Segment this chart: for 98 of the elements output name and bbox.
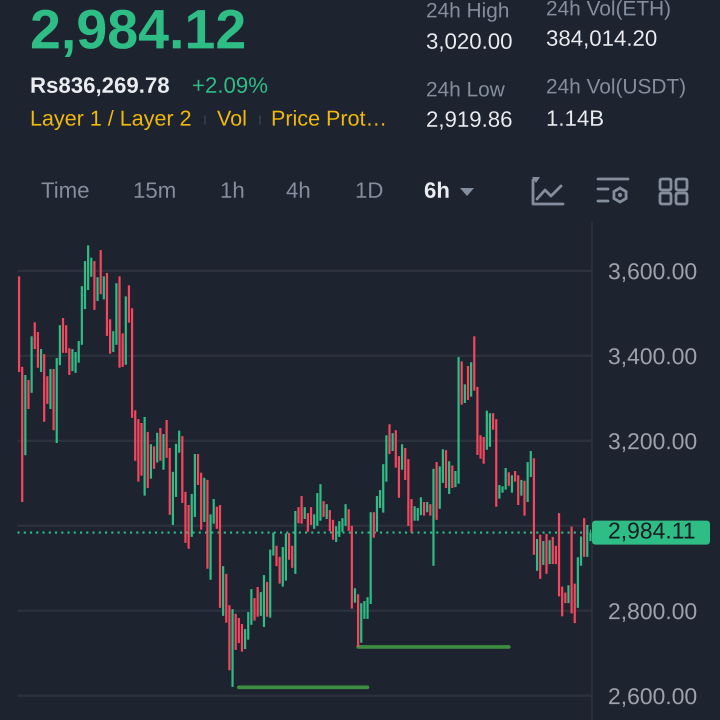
candlestick: [583, 518, 586, 557]
candlestick: [482, 437, 485, 464]
text: Vol: [217, 110, 246, 126]
chart-title: 2,984.12: [32, 10, 244, 57]
candlestick: [510, 475, 514, 493]
text: Time: [42, 182, 89, 198]
candlestick: [304, 507, 306, 520]
candlestick: [539, 534, 542, 579]
text: 24h Vol(ETH): [547, 0, 670, 20]
y-tick-label: 3,200.00: [608, 433, 696, 452]
candlestick: [27, 380, 30, 409]
candlestick: [466, 366, 470, 400]
candlestick: [388, 424, 391, 454]
candlestick: [504, 468, 507, 490]
text: 24h High: [427, 2, 508, 22]
candlestick: [124, 296, 127, 365]
candlestick: [71, 349, 74, 372]
candlestick: [422, 502, 426, 516]
candlestick: [43, 354, 46, 422]
candlestick: [152, 446, 156, 469]
candlestick: [436, 462, 438, 520]
candlestick: [52, 369, 55, 430]
text: Rs836,269.78: [31, 77, 169, 96]
text: 3,020.00: [426, 33, 512, 52]
candlestick: [429, 504, 432, 516]
candlestick: [118, 276, 121, 368]
candlestick: [470, 362, 472, 397]
candlestick: [488, 413, 492, 447]
candlestick: [486, 410, 488, 450]
candlestick: [231, 609, 234, 687]
candlestick: [426, 502, 428, 512]
text: 1D: [356, 182, 382, 198]
text: 384,014.20: [546, 30, 656, 49]
text: 1.14B: [548, 110, 603, 126]
candlestick: [300, 496, 303, 524]
candlestick: [444, 450, 448, 488]
candlestick: [586, 524, 588, 557]
candlestick: [460, 361, 463, 405]
candlestick: [62, 318, 64, 353]
candlestick: [234, 614, 237, 650]
candlestick: [548, 540, 551, 564]
candlestick: [266, 582, 268, 617]
candlestick: [156, 432, 158, 462]
candlestick: [24, 374, 26, 456]
candlestick: [203, 478, 206, 522]
candlestick: [357, 594, 360, 647]
candlestick: [102, 276, 105, 300]
candlestick: [552, 536, 554, 564]
candlestick: [96, 277, 99, 302]
text: 6h: [424, 182, 449, 198]
candlestick: [206, 480, 209, 569]
text: 4h: [286, 182, 310, 198]
candlestick: [464, 384, 466, 404]
candlestick: [144, 417, 146, 496]
candlestick: [150, 444, 152, 479]
candlestick: [400, 444, 404, 470]
candlestick: [146, 432, 149, 488]
text: Layer 1 / Layer 2: [32, 110, 190, 130]
text: 1h: [222, 182, 244, 198]
candlestick: [30, 336, 33, 393]
candlestick: [520, 480, 522, 496]
y-tick-label: 2,800.00: [609, 603, 696, 622]
candlestick: [93, 261, 96, 310]
candlestick: [222, 566, 224, 616]
candlestick: [256, 587, 259, 617]
candlestick: [457, 357, 460, 484]
candlestick: [517, 475, 520, 505]
y-tick-label: 3,600.00: [608, 263, 696, 282]
candlestick: [508, 472, 510, 486]
candlestick: [448, 461, 450, 494]
candlestick: [162, 434, 165, 470]
candlestick: [360, 603, 362, 643]
candlestick: [49, 369, 52, 409]
candlestick: [392, 433, 394, 452]
candlestick: [498, 485, 500, 499]
text: 24h Vol(USDT): [547, 78, 685, 98]
candlestick: [545, 534, 548, 574]
text: 2,919.86: [427, 111, 512, 130]
text: +2.09%: [193, 77, 268, 93]
candlestick: [322, 501, 325, 517]
candlestick: [40, 349, 42, 372]
candlestick: [218, 504, 222, 608]
candlestick: [451, 465, 454, 488]
candlestick: [536, 538, 538, 571]
y-tick-label: 3,400.00: [608, 348, 696, 368]
candlestick: [532, 458, 536, 555]
candlestick: [372, 512, 375, 538]
ref-line-label: 2,984.11: [609, 522, 694, 542]
candlestick: [523, 480, 526, 516]
candlestick: [542, 541, 544, 565]
text: Price Prot…: [272, 110, 384, 126]
text: 24h Low: [427, 81, 505, 97]
candlestick: [326, 504, 328, 520]
candlestick: [262, 575, 266, 627]
y-tick-label: 2,600.00: [609, 688, 696, 708]
candlestick: [100, 250, 102, 294]
text: 15m: [134, 182, 175, 198]
candlestick: [159, 428, 162, 461]
